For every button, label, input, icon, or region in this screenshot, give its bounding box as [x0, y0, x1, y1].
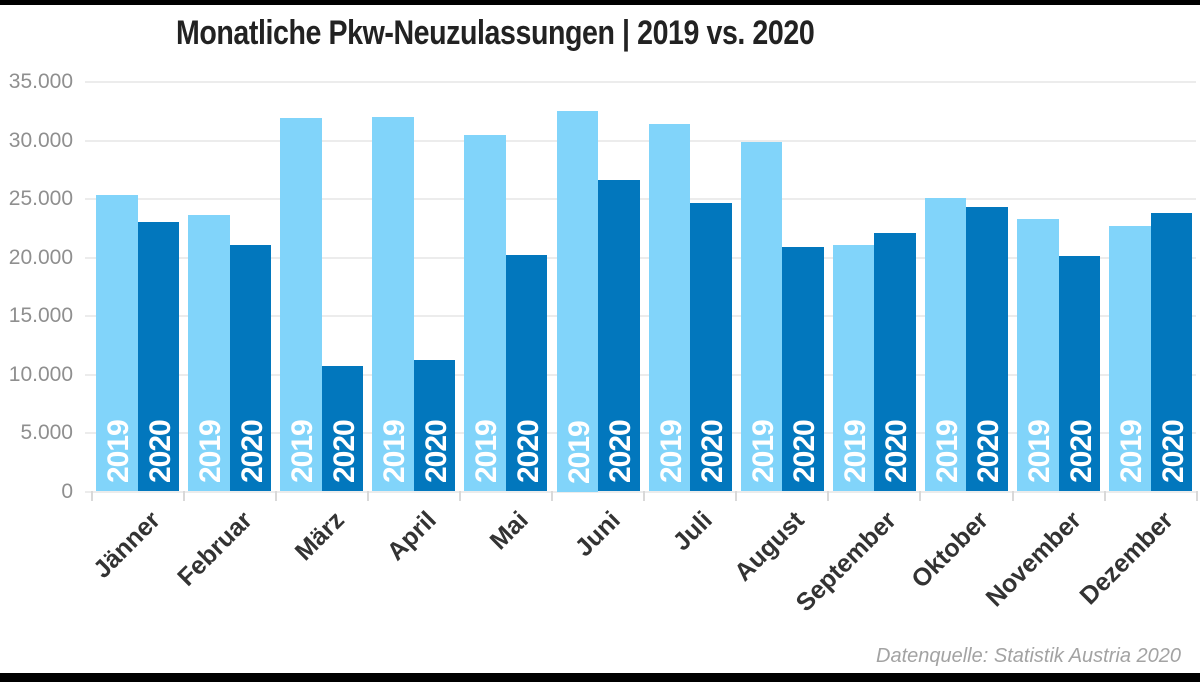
x-axis-tick	[366, 491, 369, 501]
bar-2020-februar: 2020	[229, 244, 272, 492]
bar-year-label: 2020	[696, 420, 730, 484]
y-axis-label: 20.000	[8, 245, 73, 269]
x-axis-tick	[827, 491, 830, 501]
bar-year-label: 2020	[880, 420, 914, 484]
y-axis-label: 35.000	[8, 70, 73, 93]
bottom-border	[0, 673, 1200, 682]
bar-2019-dezember: 2019	[1109, 225, 1151, 492]
y-axis-label: 30.000	[8, 128, 73, 152]
y-axis-label: 0	[61, 479, 73, 503]
y-axis-label: 25.000	[8, 187, 73, 210]
bar-2020-jänner: 2020	[137, 222, 179, 492]
bar-year-label: 2020	[511, 420, 545, 484]
bar-year-label: 2020	[143, 420, 177, 484]
bar-2019-april: 2019	[372, 117, 414, 492]
x-axis-tick	[458, 491, 461, 501]
x-axis-month-label: April	[381, 506, 442, 567]
x-axis-tick	[735, 491, 738, 501]
bar-year-label: 2019	[1115, 420, 1149, 484]
x-axis-month-label: Jänner	[87, 506, 166, 584]
bar-year-label: 2019	[470, 420, 504, 484]
bar-2019-juni: 2019	[556, 111, 598, 492]
x-axis-tick	[90, 491, 93, 501]
x-axis-month-label: März	[289, 506, 350, 567]
bar-2020-juli: 2020	[690, 202, 732, 492]
bar-year-label: 2019	[838, 420, 872, 484]
gridline	[85, 432, 1196, 434]
bar-2019-august: 2019	[740, 141, 783, 492]
bar-2019-september: 2019	[832, 244, 875, 492]
bar-year-label: 2020	[419, 420, 453, 484]
bar-year-label: 2020	[788, 420, 822, 484]
bar-2020-august: 2020	[782, 246, 824, 492]
bar-2020-november: 2020	[1058, 256, 1100, 492]
bar-2019-juli: 2019	[648, 124, 691, 492]
x-axis-month-label: Mai	[484, 506, 534, 556]
bar-2019-mai: 2019	[464, 134, 506, 492]
x-axis-tick	[643, 491, 646, 501]
bar-2019-februar: 2019	[188, 215, 230, 492]
x-axis-tick	[1103, 491, 1106, 501]
bar-2019-oktober: 2019	[924, 197, 967, 492]
bar-year-label: 2019	[102, 420, 135, 484]
gridline	[85, 139, 1196, 142]
top-border	[0, 0, 1200, 5]
x-axis-tick	[551, 491, 553, 501]
x-axis-tick	[182, 491, 185, 501]
x-axis-tick	[274, 491, 277, 501]
bar-year-label: 2019	[746, 420, 780, 484]
source-note: Datenquelle: Statistik Austria 2020	[876, 645, 1181, 667]
bar-year-label: 2020	[235, 420, 269, 484]
x-axis-month-label: Februar	[171, 506, 258, 592]
bar-year-label: 2019	[1023, 420, 1056, 484]
bar-year-label: 2020	[1156, 420, 1190, 484]
y-axis-label: 15.000	[8, 304, 73, 327]
gridline	[85, 373, 1196, 376]
gridline	[85, 198, 1196, 200]
x-axis-tick	[1195, 491, 1198, 501]
bar-2020-oktober: 2020	[966, 207, 1008, 492]
bar-year-label: 2019	[194, 420, 228, 484]
gridline	[85, 490, 1196, 493]
bar-year-label: 2019	[930, 420, 964, 484]
bar-year-label: 2019	[286, 420, 320, 484]
bar-year-label: 2019	[654, 420, 688, 484]
bar-year-label: 2020	[1064, 420, 1098, 484]
bar-2019-jänner: 2019	[96, 195, 138, 492]
bar-year-label: 2020	[972, 420, 1006, 484]
bar-year-label: 2019	[562, 420, 596, 484]
gridline	[85, 256, 1196, 259]
bar-year-label: 2019	[378, 420, 412, 484]
bar-2020-september: 2020	[874, 232, 916, 492]
bar-2020-april: 2020	[413, 360, 456, 492]
gridline	[85, 315, 1196, 317]
bar-year-label: 2020	[327, 420, 361, 484]
bar-2020-dezember: 2020	[1150, 213, 1193, 492]
y-axis-label: 10.000	[8, 362, 73, 386]
x-axis-tick	[1011, 491, 1014, 501]
bar-2019-märz: 2019	[280, 118, 322, 492]
gridline	[85, 81, 1196, 83]
bar-year-label: 2020	[604, 420, 637, 484]
bar-2019-november: 2019	[1017, 218, 1059, 492]
bar-2020-märz: 2020	[321, 366, 364, 492]
x-axis-tick	[919, 491, 922, 501]
chart-title: Monatliche Pkw-Neuzulassungen | 2019 vs.…	[176, 14, 815, 52]
y-axis-label: 5.000	[20, 421, 73, 444]
bar-2020-mai: 2020	[505, 255, 548, 492]
bar-2020-juni: 2020	[598, 180, 640, 492]
